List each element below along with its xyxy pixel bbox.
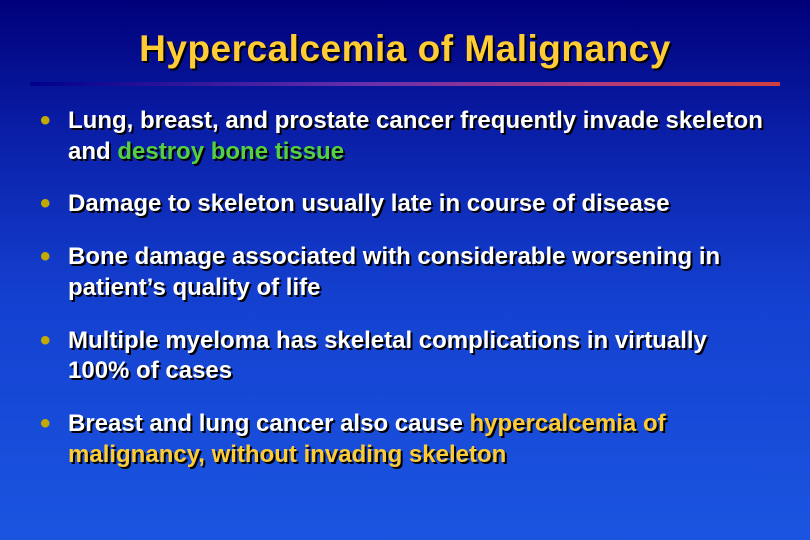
bullet-text-pre: Damage to skeleton usually late in cours…	[68, 190, 670, 217]
list-item: Multiple myeloma has skeletal complicati…	[40, 326, 770, 387]
bullet-text-pre: Bone damage associated with considerable…	[68, 243, 720, 301]
slide-title: Hypercalcemia of Malignancy	[30, 28, 780, 70]
list-item: Damage to skeleton usually late in cours…	[40, 189, 770, 220]
bullet-highlight: destroy bone tissue	[117, 138, 344, 165]
bullet-text-pre: Breast and lung cancer also cause	[68, 410, 470, 437]
list-item: Lung, breast, and prostate cancer freque…	[40, 106, 770, 167]
bullet-text-pre: Multiple myeloma has skeletal complicati…	[68, 327, 707, 385]
slide: Hypercalcemia of Malignancy Lung, breast…	[0, 0, 810, 540]
title-divider	[30, 82, 780, 86]
list-item: Breast and lung cancer also cause hyperc…	[40, 409, 770, 470]
list-item: Bone damage associated with considerable…	[40, 242, 770, 303]
bullet-list: Lung, breast, and prostate cancer freque…	[30, 106, 780, 470]
